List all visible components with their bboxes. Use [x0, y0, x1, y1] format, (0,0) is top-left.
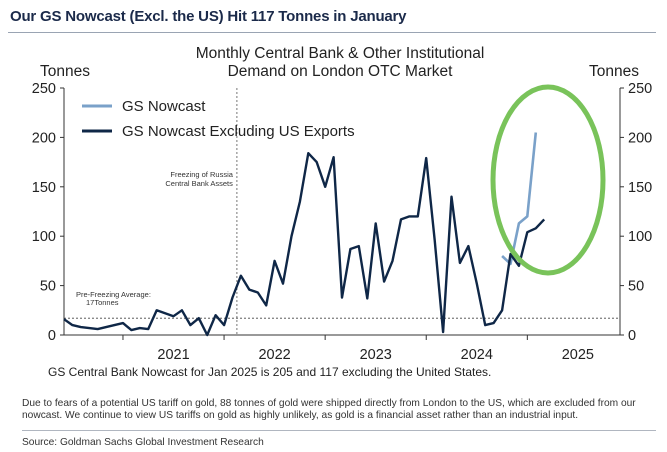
x-tick-label: 2025 [562, 347, 594, 363]
y-tick-label-left: 200 [32, 130, 56, 146]
legend-label: GS Nowcast [122, 98, 206, 115]
y-tick-label-left: 150 [32, 180, 56, 196]
y-tick-label-left: 100 [32, 229, 56, 245]
chart-title-line2: Demand on London OTC Market [227, 63, 453, 80]
highlight-ellipse [490, 84, 606, 276]
y-tick-label-left: 250 [32, 81, 56, 97]
y-tick-label-left: 50 [40, 279, 56, 295]
chart-title-line1: Monthly Central Bank & Other Institution… [195, 45, 485, 62]
chart-caption: GS Central Bank Nowcast for Jan 2025 is … [48, 365, 492, 379]
y-axis-label-left: Tonnes [40, 63, 90, 80]
source-note: Source: Goldman Sachs Global Investment … [22, 437, 264, 448]
freeze-annotation-line2: Central Bank Assets [165, 179, 233, 188]
y-tick-label-right: 250 [628, 81, 652, 97]
y-tick-label-right: 100 [628, 229, 652, 245]
freeze-annotation-line1: Freezing of Russia [170, 170, 233, 179]
x-tick-label: 2024 [461, 347, 493, 363]
y-tick-label-right: 150 [628, 180, 652, 196]
series-line-gs-nowcast [501, 132, 538, 266]
legend-label: GS Nowcast Excluding US Exports [122, 123, 355, 140]
x-tick-label: 2022 [258, 347, 290, 363]
y-tick-label-left: 0 [48, 328, 56, 344]
footer-divider [22, 430, 656, 431]
y-axis-label-right: Tonnes [589, 63, 639, 80]
series-line-excluding-us [63, 152, 546, 337]
header-divider [8, 32, 656, 33]
y-tick-label-right: 0 [628, 328, 636, 344]
y-tick-label-right: 200 [628, 130, 652, 146]
average-annotation-line1: Pre-Freezing Average: [76, 290, 151, 299]
x-tick-label: 2023 [360, 347, 392, 363]
footnote: Due to fears of a potential US tariff on… [22, 398, 636, 421]
average-annotation-line2: 17Tonnes [86, 298, 119, 307]
x-tick-label: 2021 [157, 347, 189, 363]
y-tick-label-right: 50 [628, 279, 644, 295]
page-title: Our GS Nowcast (Excl. the US) Hit 117 To… [10, 8, 407, 25]
